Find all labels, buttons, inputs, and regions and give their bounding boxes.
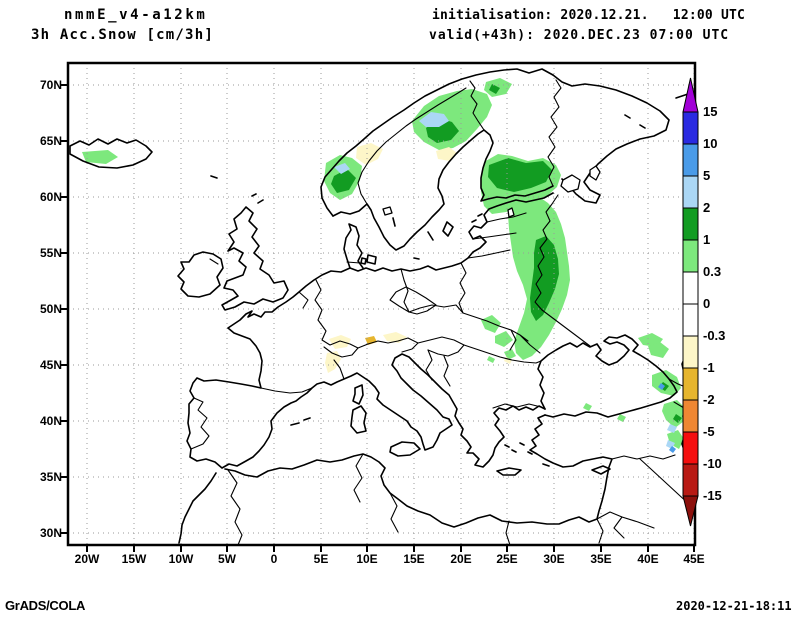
colorbar-segment xyxy=(682,399,699,433)
coastlines xyxy=(69,68,696,544)
coast-baltic-south xyxy=(349,192,554,272)
grid-lines xyxy=(68,63,695,545)
coast-morocco-atlantic xyxy=(178,472,217,544)
colorbar-tick-label: 2 xyxy=(703,200,711,215)
init-time-label: initialisation: 2020.12.21. 12:00 UTC xyxy=(432,8,746,23)
lon-tick-label: 10E xyxy=(356,552,378,566)
grads-credit: GrADS/COLA xyxy=(5,598,86,613)
colorbar-segment xyxy=(682,207,699,241)
lat-tick-label: 70N xyxy=(39,78,62,92)
colorbar-tick-label: -1 xyxy=(703,360,715,375)
colorbar-tick-label: -15 xyxy=(703,488,722,503)
colorbar xyxy=(682,77,699,527)
lat-tick-label: 60N xyxy=(39,190,62,204)
lon-tick-label: 35E xyxy=(590,552,612,566)
snow-patch-caucasus-2 xyxy=(652,370,681,396)
snow-patch-caucasus-1 xyxy=(648,342,669,358)
lon-tick-label: 15W xyxy=(121,552,147,566)
variable-title: 3h Acc.Snow [cm/3h] xyxy=(31,27,214,43)
coast-sweden-baltic xyxy=(332,129,554,251)
coast-iceland xyxy=(69,138,153,169)
coast-turkey-levant-africa xyxy=(224,414,613,528)
melt-patch-alps-west xyxy=(329,335,351,349)
lon-tick-label: 45E xyxy=(683,552,705,566)
lat-tick-label: 65N xyxy=(39,134,62,148)
lon-tick-label: 40E xyxy=(637,552,659,566)
coast-kola-white-sea xyxy=(552,74,670,204)
melt-patch-piedmont xyxy=(325,351,341,373)
snow-patch-carpathians xyxy=(481,315,501,333)
country-borders xyxy=(190,79,693,546)
lon-tick-label: 10W xyxy=(168,552,194,566)
colorbar-segment xyxy=(682,463,699,497)
colorbar-segment xyxy=(682,111,699,145)
snow-patch-caucasus-3 xyxy=(662,400,686,428)
colorbar-tick-label: -2 xyxy=(703,392,715,407)
coast-black-sea xyxy=(537,334,678,418)
lat-tick-label: 55N xyxy=(39,246,62,260)
lat-tick-label: 35N xyxy=(39,470,62,484)
coast-great-britain xyxy=(221,206,289,311)
colorbar-segment xyxy=(682,431,699,465)
coast-cyprus xyxy=(591,465,611,475)
colorbar-segment xyxy=(682,271,699,305)
colorbar-tick-label: -10 xyxy=(703,456,722,471)
coast-norway xyxy=(320,68,554,217)
lon-tick-label: 15E xyxy=(403,552,425,566)
colorbar-segment xyxy=(682,143,699,177)
lon-tick-label: 30E xyxy=(543,552,565,566)
coast-ireland xyxy=(177,251,224,298)
colorbar-segment xyxy=(682,175,699,209)
lat-tick-label: 50N xyxy=(39,302,62,316)
coast-west-europe-mediterranean xyxy=(186,267,546,469)
snow-core-finland xyxy=(488,158,552,192)
valid-time-label: valid(+43h): 2020.DEC.23 07:00 UTC xyxy=(429,28,730,43)
lon-tick-label: 0 xyxy=(270,552,278,566)
lon-tick-label: 20E xyxy=(450,552,472,566)
creation-timestamp: 2020-12-21-18:11 xyxy=(676,599,792,613)
colorbar-segment xyxy=(682,303,699,337)
lake-onega xyxy=(589,165,601,181)
snow-shading xyxy=(82,78,686,453)
lat-tick-label: 40N xyxy=(39,414,62,428)
melt-patch-bothnia xyxy=(436,147,457,161)
lat-tick-label: 30N xyxy=(39,526,62,540)
colorbar-tick-label: 1 xyxy=(703,232,711,247)
colorbar-tick-label: 0 xyxy=(703,296,711,311)
coast-crete xyxy=(496,467,522,476)
lon-tick-label: 5E xyxy=(313,552,329,566)
coast-sicily xyxy=(389,441,421,457)
colorbar-tick-label: 0.3 xyxy=(703,264,722,279)
model-title: nmmE_v4-a12km xyxy=(64,7,208,23)
colorbar-tick-label: -5 xyxy=(703,424,715,439)
lon-tick-label: 25E xyxy=(496,552,518,566)
coast-denmark xyxy=(343,223,364,269)
colorbar-bottom-triangle xyxy=(682,495,699,527)
colorbar-segment xyxy=(682,239,699,273)
melt-patch-norway xyxy=(356,143,383,165)
snow-patch-iceland xyxy=(82,150,118,164)
lon-tick-label: 5W xyxy=(218,552,236,566)
colorbar-segment xyxy=(682,335,699,369)
lat-tick-label: 45N xyxy=(39,358,62,372)
coast-corsica xyxy=(352,384,364,405)
colorbar-segment xyxy=(682,367,699,401)
coast-sardinia xyxy=(350,405,367,434)
snow-core-russia-band xyxy=(530,236,559,321)
colorbar-tick-label: 5 xyxy=(703,168,711,183)
lake-ladoga xyxy=(560,174,581,193)
colorbar-tick-label: -0.3 xyxy=(703,328,726,343)
colorbar-tick-label: 10 xyxy=(703,136,718,151)
lon-tick-label: 20W xyxy=(74,552,100,566)
colorbar-tick-label: 15 xyxy=(703,104,718,119)
